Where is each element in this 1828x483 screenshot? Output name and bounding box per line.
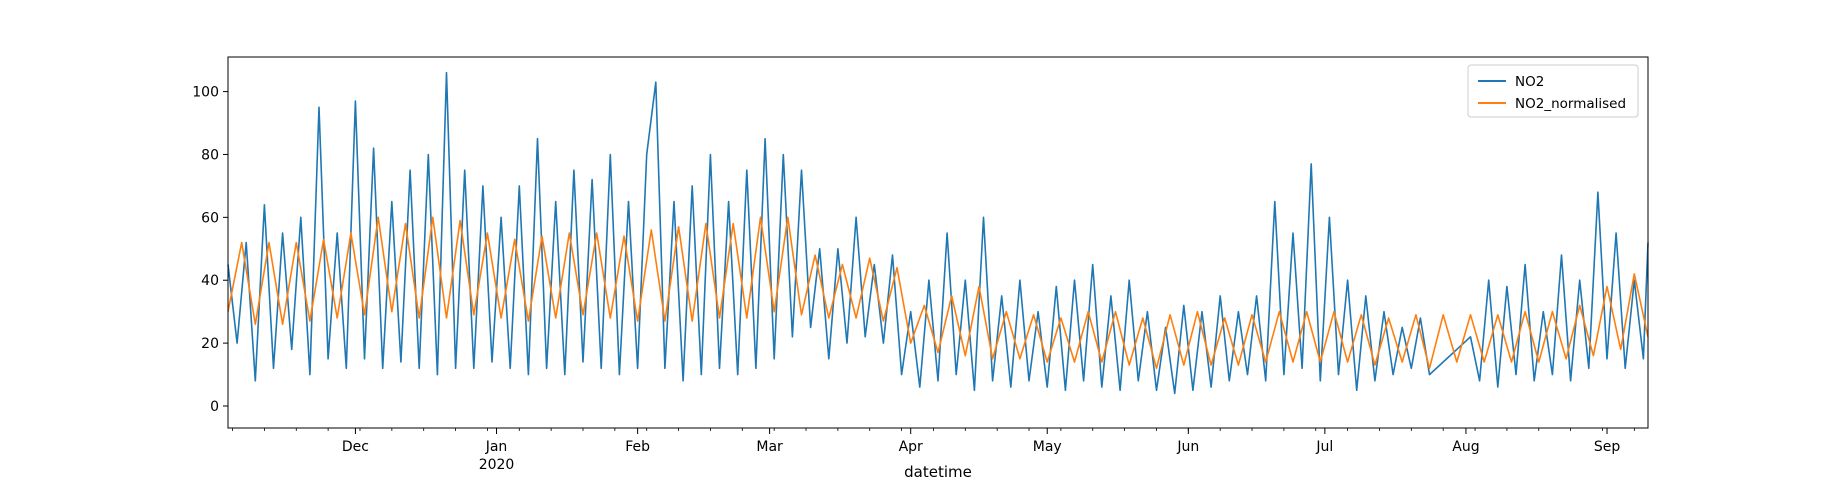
x-tick-label: Mar [756,439,783,455]
y-tick-label: 40 [201,273,219,289]
x-tick-label: May [1033,439,1062,455]
x-axis: Dec Jan 2020 Feb Mar Apr May Jun Jul Aug Sep [232,428,1635,473]
x-tick-label: Feb [625,439,650,455]
x-tick-label: Sep [1594,439,1621,455]
x-tick-label: Dec [342,439,369,455]
legend-box [1467,64,1639,118]
x-axis-title: datetime [904,463,972,479]
series-layer [227,71,1649,395]
x-tick-label: Jan [485,439,508,455]
series-line-no2 [227,71,1649,395]
y-tick-label: 60 [201,210,219,226]
legend-label: NO2_normalised [1515,96,1626,112]
y-tick-label: 80 [201,147,219,163]
x-tick-label: Jul [1315,439,1333,455]
y-axis: 0 20 40 60 80 100 [192,85,228,415]
x-tick-sublabel: 2020 [479,457,515,473]
x-tick-label: Aug [1452,439,1479,455]
x-tick-label: Apr [899,439,923,455]
y-tick-label: 20 [201,336,219,352]
axes-layer [227,56,1649,429]
legend: NO2 NO2_normalised [1467,64,1639,118]
legend-label: NO2 [1515,74,1544,90]
y-tick-label: 100 [192,85,219,101]
series-line-no2-normalised [227,216,1649,370]
plot-frame [227,56,1649,429]
x-tick-label: Jun [1176,439,1199,455]
y-tick-label: 0 [210,399,219,415]
